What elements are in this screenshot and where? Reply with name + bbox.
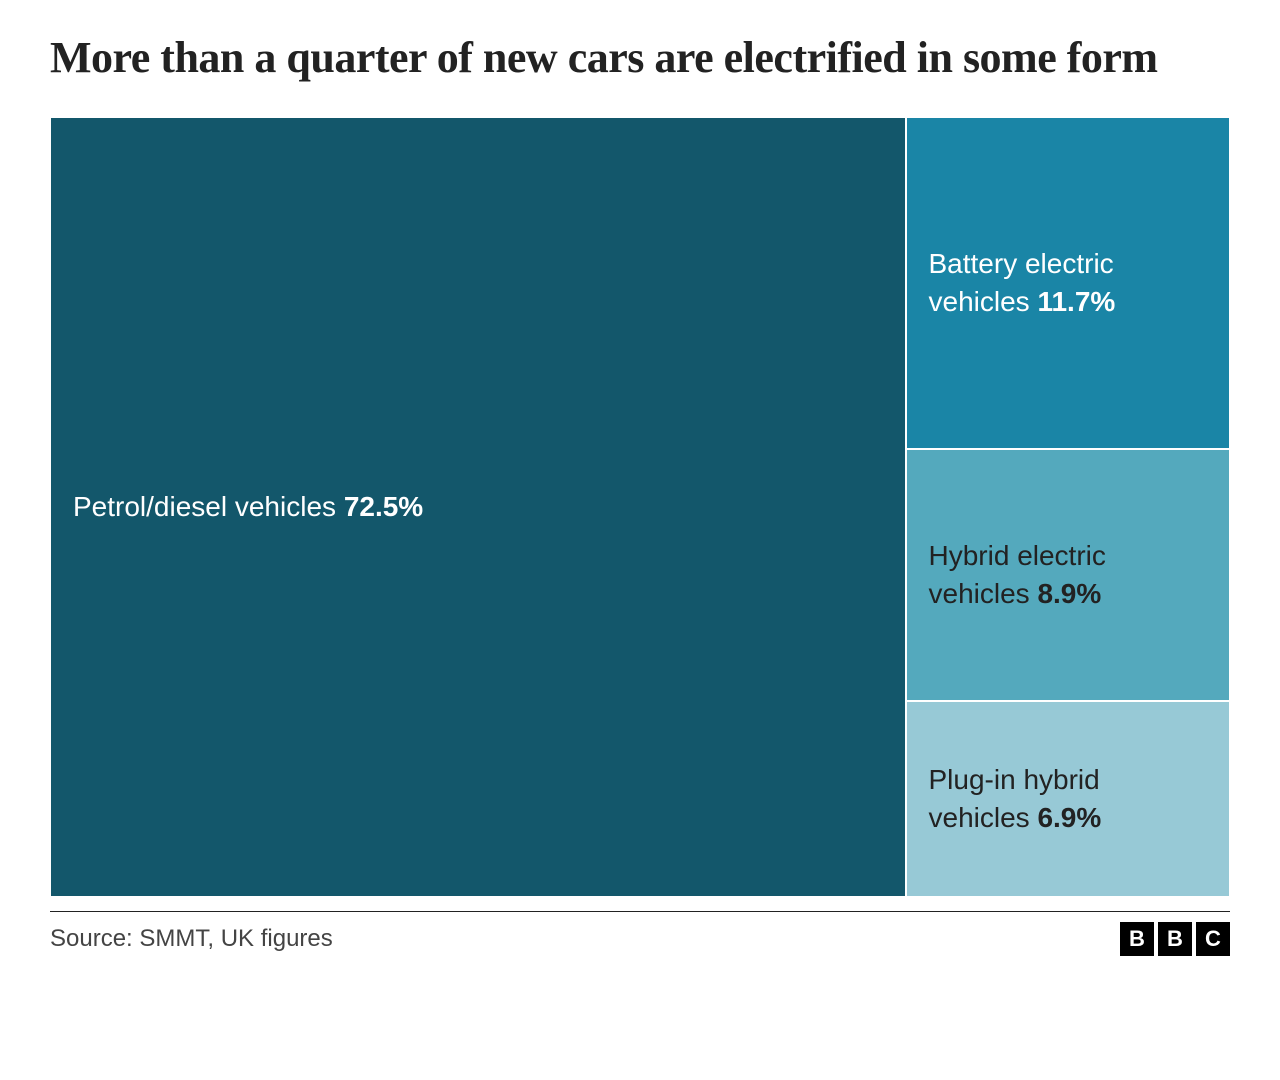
bbc-logo-b1: B xyxy=(1120,922,1154,956)
chart-title: More than a quarter of new cars are elec… xyxy=(50,30,1230,85)
cell-value: 72.5% xyxy=(344,491,423,522)
bbc-logo-c: C xyxy=(1196,922,1230,956)
cell-value: 6.9% xyxy=(1037,802,1101,833)
source-text: Source: SMMT, UK figures xyxy=(50,925,333,953)
treemap-cell-petrol-diesel: Petrol/diesel vehicles 72.5% xyxy=(50,117,906,897)
treemap-right-column: Battery electric vehicles 11.7% Hybrid e… xyxy=(906,117,1231,897)
treemap-cell-hybrid-electric: Hybrid electric vehicles 8.9% xyxy=(906,449,1231,701)
treemap-cell-plugin-hybrid: Plug-in hybrid vehicles 6.9% xyxy=(906,701,1231,897)
cell-value: 11.7% xyxy=(1037,286,1115,317)
treemap-left-column: Petrol/diesel vehicles 72.5% xyxy=(50,117,906,897)
treemap-cell-battery-electric: Battery electric vehicles 11.7% xyxy=(906,117,1231,449)
chart-footer: Source: SMMT, UK figures B B C xyxy=(50,911,1230,956)
cell-label: Petrol/diesel vehicles xyxy=(73,491,344,522)
treemap-chart: Petrol/diesel vehicles 72.5% Battery ele… xyxy=(50,117,1230,897)
bbc-logo-b2: B xyxy=(1158,922,1192,956)
cell-value: 8.9% xyxy=(1037,578,1101,609)
bbc-logo: B B C xyxy=(1120,922,1230,956)
